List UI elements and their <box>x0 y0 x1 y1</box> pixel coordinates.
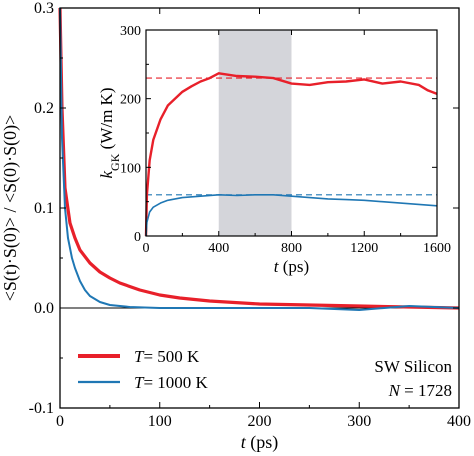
main-x-tick-label: 300 <box>347 413 371 430</box>
inset-y-tick-label: 200 <box>120 93 141 108</box>
annotation-material: SW Silicon <box>374 357 452 376</box>
inset-shaded-region <box>218 30 292 236</box>
main-y-tick-label: 0.1 <box>34 200 54 217</box>
main-series-red <box>58 7 460 310</box>
main-x-tick-label: 200 <box>248 413 272 430</box>
inset-x-tick-label: 800 <box>281 241 302 256</box>
inset-y-tick-label: 300 <box>120 24 141 39</box>
inset-x-tick-label: 1200 <box>350 241 378 256</box>
legend-label: T= 1000 K <box>134 373 209 392</box>
inset-y-axis-title: kGK (W/m K) <box>97 88 122 179</box>
inset-x-axis-title: t (ps) <box>274 257 309 276</box>
inset-series-blue <box>145 194 438 237</box>
main-x-tick-label: 0 <box>56 413 64 430</box>
inset-x-tick-label: 1600 <box>423 241 451 256</box>
annotation-atoms: N = 1728 <box>388 381 452 400</box>
inset-series-red <box>144 72 438 237</box>
inset-y-tick-label: 0 <box>134 230 141 245</box>
inset-x-tick-label: 400 <box>208 241 229 256</box>
legend-label: T= 500 K <box>134 347 200 366</box>
main-x-tick-label: 400 <box>447 413 471 430</box>
main-series-blue <box>59 7 460 311</box>
main-y-tick-label: 0.3 <box>34 0 54 17</box>
main-y-tick-label: 0.0 <box>34 300 54 317</box>
inset-y-tick-label: 100 <box>120 161 141 176</box>
main-x-tick-label: 100 <box>148 413 172 430</box>
inset-plot: 0 400 800 1200 1600 0 100 200 300 t (ps) kGK (W/m … <box>97 24 451 276</box>
inset-x-tick-label: 0 <box>143 241 150 256</box>
main-y-tick-label: 0.2 <box>34 100 54 117</box>
main-x-axis-title: t (ps) <box>241 432 279 453</box>
main-y-tick-label: -0.1 <box>29 400 54 417</box>
main-y-axis-title: <S(t)·S(0)> / <S(0)·S(0)> <box>0 115 21 302</box>
